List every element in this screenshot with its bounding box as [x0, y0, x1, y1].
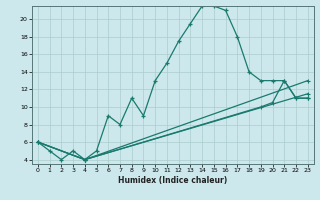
X-axis label: Humidex (Indice chaleur): Humidex (Indice chaleur): [118, 176, 228, 185]
